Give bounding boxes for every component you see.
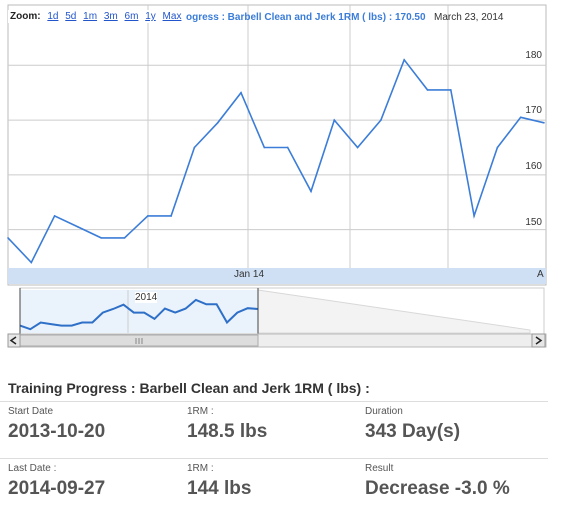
vertical-gridlines (147, 5, 449, 268)
summary-title: Training Progress : Barbell Clean and Je… (8, 380, 370, 396)
horizontal-gridlines (8, 64, 546, 231)
series-line (7, 58, 545, 264)
data-point (170, 215, 172, 217)
legend-date: March 23, 2014 (434, 12, 504, 23)
data-point (449, 89, 452, 91)
start-date-value: 2013-10-20 (8, 421, 106, 442)
start-date-cell: Start Date 2013-10-20 (8, 406, 105, 443)
x-tick-label: Jan 14 (234, 269, 265, 280)
start-date-label: Start Date (8, 406, 54, 417)
data-point (193, 146, 196, 149)
zoom-max-button[interactable]: Max (162, 11, 182, 22)
zoom-1d-button[interactable]: 1d (47, 11, 59, 22)
x-axis-band (8, 268, 546, 284)
plot-frame (7, 4, 547, 286)
result-cell: Result Decrease -3.0 % (365, 463, 510, 500)
data-point (53, 215, 56, 217)
scroll-left-arrow-icon[interactable] (7, 333, 21, 348)
series-points (7, 58, 545, 264)
navigator-year-label: 2014 (135, 292, 158, 303)
data-point (123, 237, 126, 239)
data-point (30, 261, 33, 264)
zoom-1y-button[interactable]: 1y (145, 11, 156, 22)
data-point (7, 237, 9, 239)
data-point (380, 119, 382, 121)
zoom-5d-button[interactable]: 5d (65, 11, 77, 22)
navigator-series-line (19, 298, 259, 331)
summary-row-start: Start Date 2013-10-20 1RM : 148.5 lbs Du… (0, 401, 548, 456)
data-point (263, 146, 266, 149)
scrollbar-grip-icon (135, 338, 143, 344)
data-point (286, 146, 289, 149)
start-1rm-value: 148.5 lbs (187, 421, 268, 442)
start-1rm-label: 1RM : (187, 406, 214, 417)
y-tick-label: 150 (525, 217, 542, 228)
duration-label: Duration (365, 406, 403, 417)
zoom-selector: Zoom: 1d 5d 1m 3m 6m 1y Max (8, 10, 184, 23)
last-1rm-label: 1RM : (187, 463, 214, 474)
data-point (310, 190, 312, 193)
data-point (240, 91, 242, 94)
data-point (473, 215, 475, 217)
legend-series-value: ogress : Barbell Clean and Jerk 1RM ( lb… (186, 12, 426, 23)
result-label: Result (365, 463, 394, 474)
last-date-label: Last Date : (8, 463, 57, 474)
data-point (519, 116, 522, 119)
duration-cell: Duration 343 Day(s) (365, 406, 460, 443)
y-tick-label: 160 (525, 161, 542, 172)
zoom-label: Zoom: (10, 11, 41, 22)
data-point (333, 119, 336, 121)
y-tick-label: 180 (525, 50, 542, 61)
data-point (147, 215, 149, 217)
data-point (403, 58, 405, 61)
zoom-1m-button[interactable]: 1m (83, 11, 98, 22)
data-point (100, 237, 103, 239)
zoom-6m-button[interactable]: 6m (124, 11, 139, 22)
data-point (356, 146, 359, 149)
data-point (216, 122, 219, 124)
data-point (426, 89, 429, 91)
duration-value: 343 Day(s) (365, 421, 461, 442)
zoom-3m-button[interactable]: 3m (103, 11, 118, 22)
chart-canvas[interactable] (0, 0, 564, 350)
result-value: Decrease -3.0 % (365, 478, 510, 499)
data-point (543, 122, 545, 124)
y-tick-label: 170 (525, 105, 542, 116)
last-date-cell: Last Date : 2014-09-27 (8, 463, 105, 500)
summary-row-last: Last Date : 2014-09-27 1RM : 144 lbs Res… (0, 458, 548, 513)
start-1rm-cell: 1RM : 148.5 lbs (187, 406, 267, 443)
scroll-right-arrow-icon[interactable] (531, 333, 546, 348)
last-1rm-value: 144 lbs (187, 478, 252, 499)
x-tick-label: A (537, 269, 544, 280)
last-date-value: 2014-09-27 (8, 478, 106, 499)
progress-chart[interactable]: Zoom: 1d 5d 1m 3m 6m 1y Max ogress : Bar… (0, 0, 564, 350)
data-point (77, 226, 79, 228)
data-point (496, 146, 499, 149)
last-1rm-cell: 1RM : 144 lbs (187, 463, 251, 500)
